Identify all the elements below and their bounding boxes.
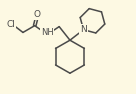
Text: Cl: Cl bbox=[7, 20, 16, 29]
Text: NH: NH bbox=[41, 28, 54, 37]
Text: N: N bbox=[80, 25, 87, 34]
Text: O: O bbox=[33, 10, 40, 19]
